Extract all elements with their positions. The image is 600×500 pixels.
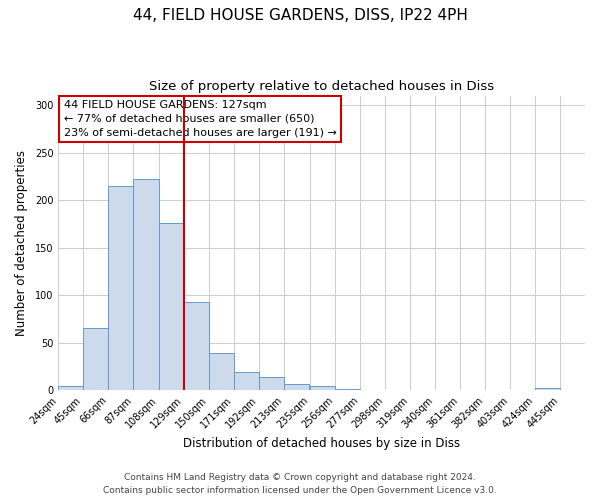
Bar [233, 372, 259, 390]
Title: Size of property relative to detached houses in Diss: Size of property relative to detached ho… [149, 80, 494, 93]
Bar [284, 384, 308, 390]
Bar [259, 377, 284, 390]
Bar [58, 386, 83, 390]
Text: 44 FIELD HOUSE GARDENS: 127sqm
← 77% of detached houses are smaller (650)
23% of: 44 FIELD HOUSE GARDENS: 127sqm ← 77% of … [64, 100, 337, 138]
Bar [184, 302, 209, 390]
Bar [158, 223, 184, 390]
Bar [209, 353, 233, 390]
Text: 44, FIELD HOUSE GARDENS, DISS, IP22 4PH: 44, FIELD HOUSE GARDENS, DISS, IP22 4PH [133, 8, 467, 22]
Bar [109, 186, 133, 390]
Bar [310, 386, 335, 390]
Text: Contains HM Land Registry data © Crown copyright and database right 2024.
Contai: Contains HM Land Registry data © Crown c… [103, 473, 497, 495]
Bar [535, 388, 560, 390]
Y-axis label: Number of detached properties: Number of detached properties [15, 150, 28, 336]
Bar [133, 179, 158, 390]
Bar [83, 328, 109, 390]
Bar [335, 389, 360, 390]
X-axis label: Distribution of detached houses by size in Diss: Distribution of detached houses by size … [183, 437, 460, 450]
